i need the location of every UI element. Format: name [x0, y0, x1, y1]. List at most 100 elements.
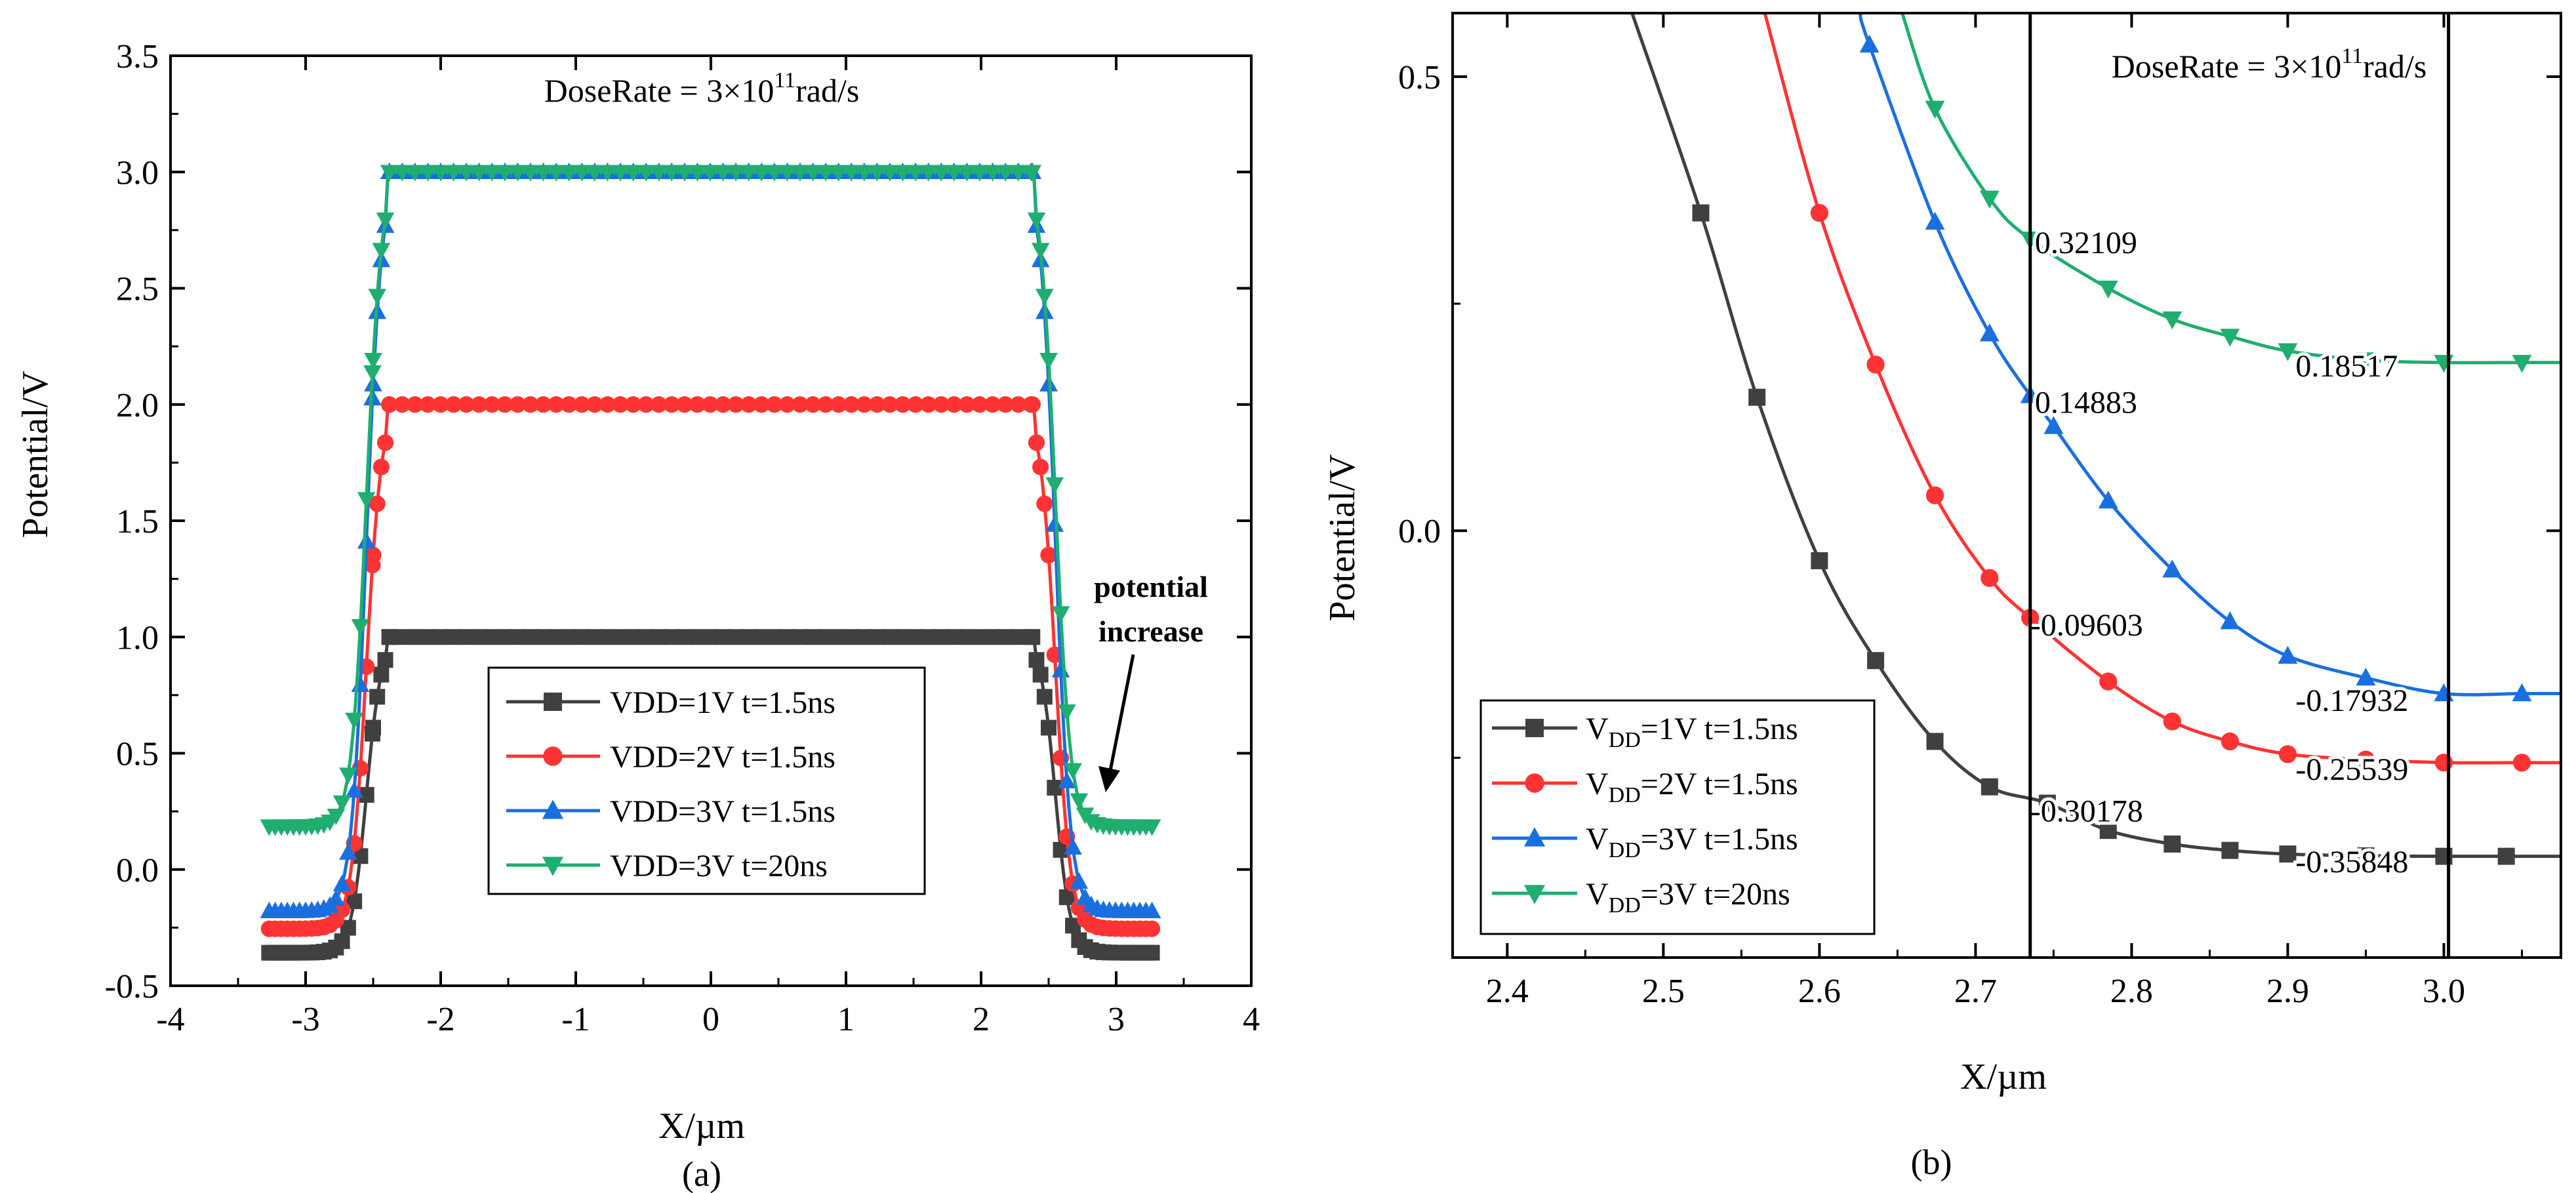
panel-a-series-2-point [376, 434, 394, 451]
panel-b-panel-label: (b) [1911, 1142, 1952, 1182]
panel-a-series-2-point [714, 396, 732, 413]
panel-a-series-2-point [458, 396, 475, 413]
panel-a-series-4-point [881, 165, 899, 182]
panel-a-series-3-point [1064, 838, 1082, 855]
panel-a-series-1-point [1032, 666, 1049, 683]
panel-b-axes: 2.4 2.5 2.6 2.7 2.8 2.9 3.0 0.0 0.5 [1398, 12, 2562, 1010]
panel-b-ytick-label: 0.0 [1398, 513, 1441, 550]
panel-a-xtick-label: -3 [291, 1001, 319, 1038]
panel-a-arrow-label-1: potential [1094, 570, 1208, 603]
panel-a-series-4-point [688, 165, 707, 182]
panel-b-legend-marker-4 [1523, 885, 1546, 904]
panel-a-series-2-point [637, 396, 654, 413]
panel-a-series-2-point [483, 396, 500, 413]
panel-b-legend-label-sub: DD [1609, 728, 1641, 752]
panel-a-series-4-point [351, 618, 370, 636]
panel-a-series-4-point [1039, 353, 1058, 370]
panel-b-legend-label-rest: =2V t=1.5ns [1641, 767, 1798, 801]
panel-a-series-4-point [339, 767, 357, 784]
panel-a-ytick-label: 1.0 [116, 619, 159, 657]
panel-a-series-2-point [702, 396, 719, 413]
panel-a-series-4-point [364, 353, 382, 370]
panel-a-series-4-point [727, 165, 745, 182]
panel-a-series-4-point [1031, 243, 1050, 260]
panel-a-series-2-point [365, 546, 382, 563]
panel-a-series-3-point [1070, 872, 1089, 889]
panel-b-legend-label-1: VDD=1V t=1.5ns [1586, 712, 1798, 752]
panel-a-series-2-point [1010, 396, 1027, 413]
panel-a-panel-label: (a) [682, 1154, 721, 1193]
panel-a-xtick-label: 0 [702, 1001, 719, 1038]
panel-a-series-2-point [958, 396, 975, 413]
panel-a-series-2-point [804, 396, 822, 413]
panel-a-ytick-label: 0.5 [116, 736, 159, 773]
panel-a-series-2-point [778, 396, 795, 413]
panel-a-series-3-point [1058, 771, 1076, 788]
panel-b: 0.32109 0.18517 0.14883 -0.09603 -0.17932 -0.… [1322, 12, 2562, 1182]
panel-b-value-label-1: 0.32109 [2035, 226, 2137, 260]
panel-a-series-4-point [483, 165, 502, 182]
panel-b-series-3-line [1858, 13, 2561, 697]
panel-a-series-4-point [945, 165, 963, 182]
panel-a-series-2-point [534, 396, 552, 413]
panel-a-series-2-point [1028, 434, 1045, 451]
panel-a-ylabel: Potential/V [15, 371, 56, 538]
panel-a-series-4-point [357, 492, 376, 509]
panel-a-series-4-point [432, 165, 450, 182]
panel-a-series-1-point [365, 719, 381, 736]
panel-a-series-1-point [369, 689, 386, 705]
panel-a-series-2-point [381, 396, 398, 413]
panel-b-series-3-point [2278, 645, 2298, 664]
panel-a-series-4-point [919, 165, 938, 182]
panel-a-series-4-point [327, 808, 346, 826]
panel-b-value-label-5: -0.17932 [2295, 683, 2408, 718]
panel-a-series-4-point [559, 165, 578, 182]
panel-b-series-1-point [1692, 204, 1710, 222]
panel-b-legend-label-rest: =3V t=20ns [1641, 877, 1790, 912]
panel-b-legend-label-4: VDD=3V t=20ns [1586, 877, 1790, 918]
panel-a-legend-marker-1 [544, 693, 562, 711]
panel-a-series-2-point [586, 396, 603, 413]
panel-b-legend-label-3: VDD=3V t=1.5ns [1586, 822, 1798, 862]
panel-a-series-2-point [689, 396, 706, 413]
panel-b-series-2-point [1866, 355, 1885, 374]
panel-a-series-1-point [1144, 944, 1160, 961]
panel-b-series-2-point [2099, 672, 2118, 691]
panel-b-legend-label-v: V [1586, 822, 1609, 857]
panel-a-series [260, 162, 1161, 961]
panel-a-series-4-point [534, 165, 553, 182]
panel-a-series-4-point [586, 165, 604, 182]
panel-a-series-4-point [714, 165, 733, 182]
panel-a-series-2-point [792, 396, 809, 413]
panel-a-series-2-point [1032, 458, 1049, 475]
panel-a-series-4-point [624, 165, 643, 182]
panel-b-legend-label-sub: DD [1609, 893, 1641, 918]
panel-b-series-2-point [1981, 569, 1999, 587]
panel-a-series-3-point [1142, 901, 1161, 919]
panel-b-series-2-point [2356, 750, 2375, 769]
panel-a-ytick-label: 2.0 [116, 387, 159, 424]
panel-b-series-2-point [2512, 754, 2531, 772]
panel-a-series-2-point [651, 396, 668, 413]
panel-b-series-3-point [2220, 611, 2240, 630]
panel-b-series-3-point [2512, 683, 2532, 702]
panel-a-legend-label-4: VDD=3V t=20ns [610, 849, 828, 883]
panel-a-series-2-point [881, 396, 898, 413]
panel-a-series-2-point [548, 396, 565, 413]
panel-a-axes: -4 -3 -2 -1 0 1 2 3 4 -0.5 0.0 0.5 1.0 1.5 2.0 2.5 3.0 3.… [105, 38, 1260, 1038]
panel-a-series-4-point [1142, 819, 1161, 836]
panel-b-series-4-point [2356, 352, 2376, 371]
panel-a-series-2-point [676, 396, 693, 413]
panel-a-series-3-point [1045, 515, 1064, 532]
panel-b-value-label-8: -0.35848 [2295, 845, 2408, 880]
panel-a-series-2-point [1036, 495, 1053, 512]
panel-a-series-4-point [496, 165, 514, 182]
panel-a-series-2-point [1024, 396, 1041, 413]
panel-b-plot-frame [1451, 12, 2562, 959]
panel-b-series-1-point [1981, 778, 1998, 796]
panel-a-legend-label-1: VDD=1V t=1.5ns [610, 685, 835, 720]
panel-a-ytick-label: 1.5 [116, 503, 159, 540]
panel-a-series-3-point [332, 874, 352, 891]
panel-a-series-2-point [372, 458, 390, 475]
panel-a-series-4-point [1064, 763, 1082, 780]
